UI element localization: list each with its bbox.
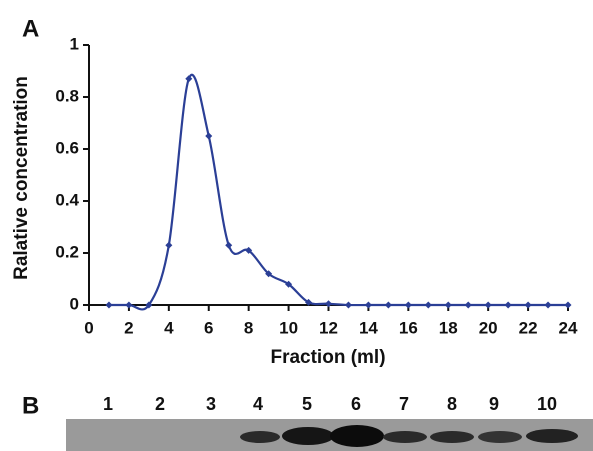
lane-label: 2 bbox=[155, 394, 165, 414]
lane-label: 3 bbox=[206, 394, 216, 414]
gel-band bbox=[240, 431, 280, 443]
x-tick-label: 8 bbox=[244, 318, 253, 337]
x-tick-label: 24 bbox=[559, 318, 578, 337]
gel-image bbox=[66, 419, 593, 451]
y-tick-label: 0.2 bbox=[55, 242, 79, 261]
x-tick-label: 4 bbox=[164, 318, 174, 337]
x-tick-label: 12 bbox=[319, 318, 338, 337]
lane-label: 4 bbox=[253, 394, 263, 414]
x-axis-title: Fraction (ml) bbox=[270, 347, 385, 368]
lane-label: 8 bbox=[447, 394, 457, 414]
figure: A Fraction (ml) Ralative concentration B… bbox=[0, 0, 593, 451]
lane-label: 1 bbox=[103, 394, 113, 414]
x-tick-label: 22 bbox=[519, 318, 538, 337]
y-tick-label: 0.8 bbox=[55, 86, 79, 105]
x-tick-label: 18 bbox=[439, 318, 458, 337]
x-tick-label: 2 bbox=[124, 318, 133, 337]
gel-band bbox=[383, 431, 427, 443]
y-tick-label: 0.4 bbox=[55, 190, 79, 209]
gel-band bbox=[478, 431, 522, 443]
lane-label: 5 bbox=[302, 394, 312, 414]
x-tick-label: 20 bbox=[479, 318, 498, 337]
x-tick-label: 0 bbox=[84, 318, 93, 337]
x-tick-label: 16 bbox=[399, 318, 418, 337]
gel-band bbox=[330, 425, 384, 447]
gel-band bbox=[526, 429, 578, 443]
y-tick-label: 0 bbox=[70, 294, 79, 313]
lane-label: 9 bbox=[489, 394, 499, 414]
panel-label: B bbox=[22, 392, 39, 419]
lane-label: 6 bbox=[351, 394, 361, 414]
x-tick-label: 10 bbox=[279, 318, 298, 337]
gel-band bbox=[282, 427, 334, 445]
x-tick-label: 6 bbox=[204, 318, 213, 337]
panel-label: A bbox=[22, 15, 39, 42]
y-tick-label: 0.6 bbox=[55, 138, 79, 157]
lane-label: 7 bbox=[399, 394, 409, 414]
y-axis-title: Ralative concentration bbox=[11, 76, 32, 280]
lane-label: 10 bbox=[537, 394, 557, 414]
gel-band bbox=[430, 431, 474, 443]
y-tick-label: 1 bbox=[70, 34, 79, 53]
x-tick-label: 14 bbox=[359, 318, 378, 337]
